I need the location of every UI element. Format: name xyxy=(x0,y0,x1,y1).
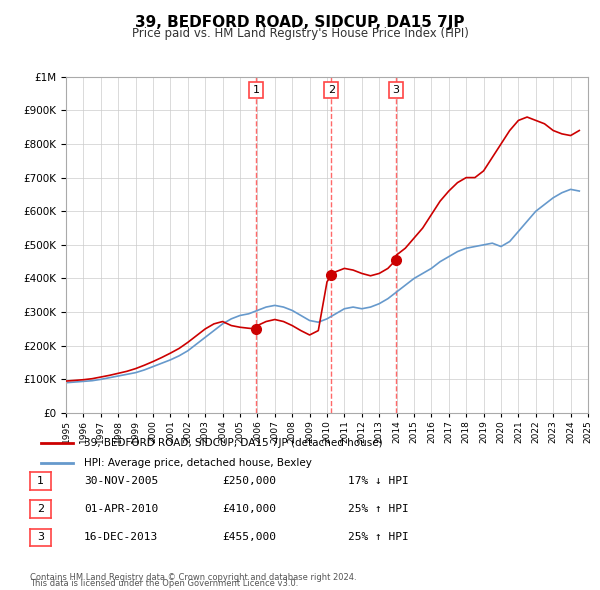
Text: 1: 1 xyxy=(253,85,260,95)
Text: 2: 2 xyxy=(328,85,335,95)
Text: This data is licensed under the Open Government Licence v3.0.: This data is licensed under the Open Gov… xyxy=(30,579,298,588)
Text: 39, BEDFORD ROAD, SIDCUP, DA15 7JP: 39, BEDFORD ROAD, SIDCUP, DA15 7JP xyxy=(135,15,465,30)
Text: £250,000: £250,000 xyxy=(222,476,276,486)
Text: 01-APR-2010: 01-APR-2010 xyxy=(84,504,158,514)
Text: 25% ↑ HPI: 25% ↑ HPI xyxy=(348,533,409,542)
Text: 30-NOV-2005: 30-NOV-2005 xyxy=(84,476,158,486)
Text: 3: 3 xyxy=(37,533,44,542)
Text: 25% ↑ HPI: 25% ↑ HPI xyxy=(348,504,409,514)
Text: 39, BEDFORD ROAD, SIDCUP, DA15 7JP (detached house): 39, BEDFORD ROAD, SIDCUP, DA15 7JP (deta… xyxy=(84,438,383,448)
Text: £455,000: £455,000 xyxy=(222,533,276,542)
Text: Contains HM Land Registry data © Crown copyright and database right 2024.: Contains HM Land Registry data © Crown c… xyxy=(30,573,356,582)
Text: HPI: Average price, detached house, Bexley: HPI: Average price, detached house, Bexl… xyxy=(84,458,312,467)
Text: 1: 1 xyxy=(37,476,44,486)
Text: 2: 2 xyxy=(37,504,44,514)
Text: 3: 3 xyxy=(392,85,400,95)
Text: £410,000: £410,000 xyxy=(222,504,276,514)
Text: 16-DEC-2013: 16-DEC-2013 xyxy=(84,533,158,542)
Text: 17% ↓ HPI: 17% ↓ HPI xyxy=(348,476,409,486)
Text: Price paid vs. HM Land Registry's House Price Index (HPI): Price paid vs. HM Land Registry's House … xyxy=(131,27,469,40)
